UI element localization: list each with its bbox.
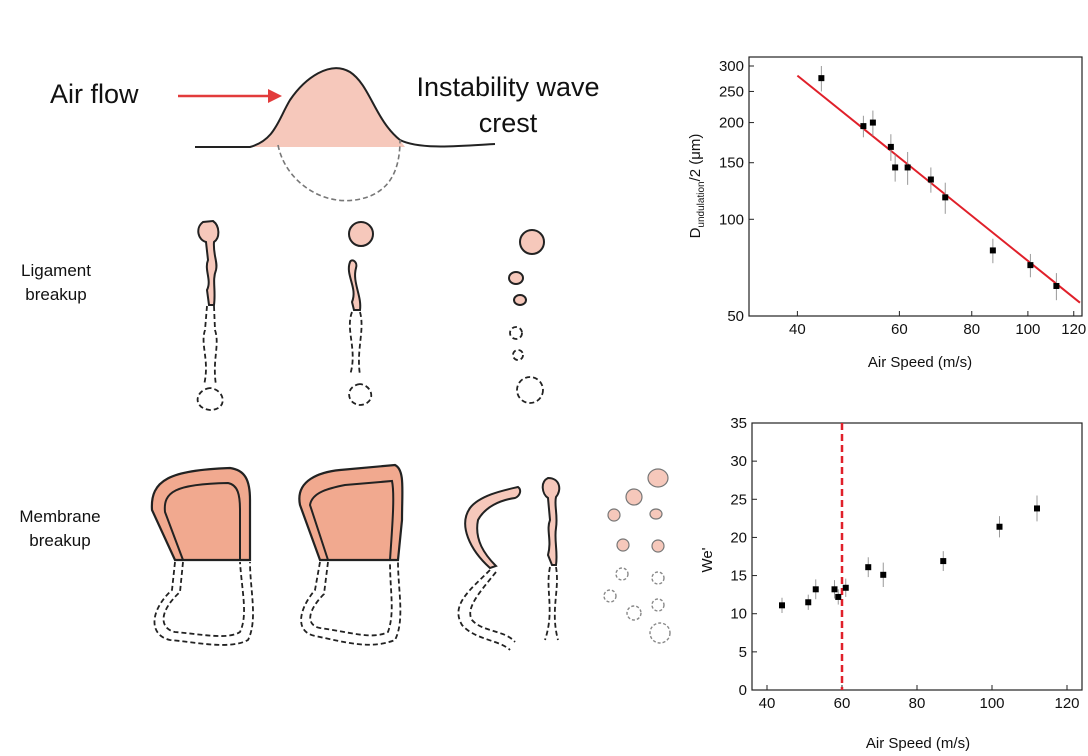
y-label-sub: undulation <box>696 181 707 227</box>
x-tick-label: 80 <box>909 695 926 712</box>
point <box>812 586 819 593</box>
y-tick-label: 30 <box>730 453 747 470</box>
x-tick-label: 100 <box>1015 321 1040 338</box>
point <box>1027 262 1034 269</box>
x-axis-label: Air Speed (m/s) <box>866 735 970 752</box>
x-tick-label: 40 <box>789 321 806 338</box>
ligament-label: Ligament <box>21 261 91 280</box>
point <box>887 143 894 150</box>
air-flow-label: Air flow <box>50 79 139 109</box>
point <box>927 176 934 183</box>
x-tick-label: 60 <box>891 321 908 338</box>
x-tick-label: 40 <box>759 695 776 712</box>
y-axis-label: We' <box>699 547 716 572</box>
membrane-label: Membrane <box>19 507 100 526</box>
wave-label: crest <box>479 108 538 138</box>
point <box>869 119 876 126</box>
y-tick-label: 300 <box>719 58 744 75</box>
x-tick-label: 80 <box>963 321 980 338</box>
y-tick-label: 250 <box>719 83 744 100</box>
x-tick-label: 60 <box>834 695 851 712</box>
point <box>1034 505 1040 512</box>
point <box>805 599 812 606</box>
point <box>940 558 947 565</box>
ligament-shapes <box>196 219 545 411</box>
y-tick-label: 5 <box>739 644 747 661</box>
y-tick-label: 35 <box>730 415 747 432</box>
wave-dash <box>277 139 401 202</box>
y-tick-label: 10 <box>730 606 747 623</box>
y-tick-label: 0 <box>739 682 747 699</box>
y-tick-label: 15 <box>730 568 747 585</box>
point <box>818 75 825 82</box>
x-tick-label: 120 <box>1054 695 1079 712</box>
point <box>892 164 899 171</box>
y-label-part: /2 (μm) <box>687 134 704 182</box>
membrane-label: breakup <box>29 531 90 550</box>
point <box>831 586 838 593</box>
point <box>880 571 887 578</box>
point <box>989 247 996 254</box>
y-tick-label: 100 <box>719 211 744 228</box>
point <box>842 584 849 591</box>
point <box>835 593 842 600</box>
arrow-head <box>268 89 282 103</box>
y-tick-label: 200 <box>719 115 744 132</box>
wave-fill <box>250 68 405 147</box>
x-tick-label: 100 <box>979 695 1004 712</box>
point <box>779 602 785 609</box>
point <box>1053 282 1060 289</box>
point <box>860 123 867 130</box>
x-tick-label: 120 <box>1061 321 1086 338</box>
point <box>942 194 949 201</box>
y-tick-label: 25 <box>730 491 747 508</box>
wave-label: Instability wave <box>416 72 599 102</box>
y-tick-label: 50 <box>727 308 744 325</box>
ligament-label: breakup <box>25 285 86 304</box>
point <box>865 564 872 571</box>
y-tick-label: 150 <box>719 155 744 172</box>
x-axis-label: Air Speed (m/s) <box>868 354 972 371</box>
y-tick-label: 20 <box>730 529 747 546</box>
plot-frame <box>748 56 1083 317</box>
y-axis-label: Dundulation/2 (μm) <box>687 134 707 239</box>
point <box>904 164 911 171</box>
membrane-shapes <box>150 463 671 651</box>
y-label-part: D <box>687 227 704 238</box>
wave <box>195 67 496 148</box>
point <box>996 523 1003 530</box>
fit-line <box>796 74 1081 304</box>
plot-frame <box>751 422 1083 691</box>
